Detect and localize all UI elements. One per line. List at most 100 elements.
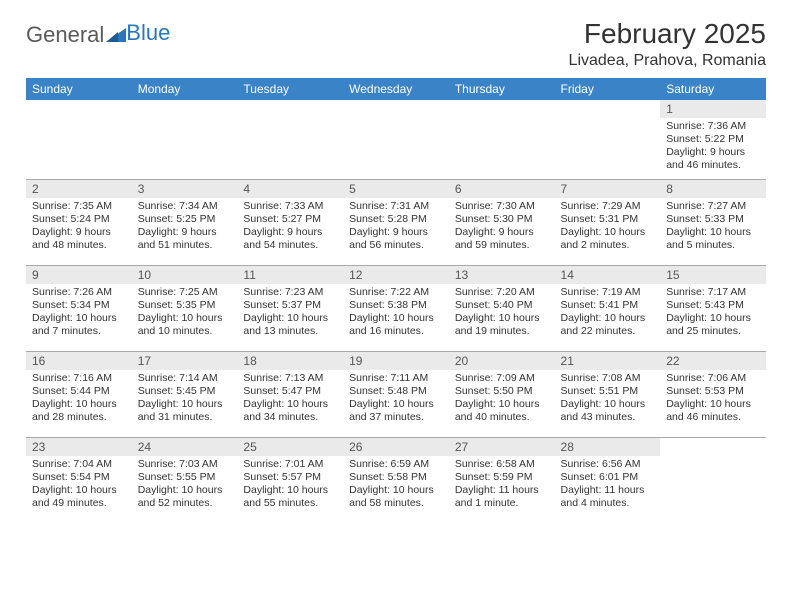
day-detail: Sunrise: 7:26 AMSunset: 5:34 PMDaylight:…: [32, 286, 126, 339]
sunrise-line: Sunrise: 7:22 AM: [349, 286, 443, 299]
month-title: February 2025: [569, 18, 766, 50]
daylight-line: Daylight: 10 hours and 34 minutes.: [243, 398, 337, 424]
calendar-cell: 22Sunrise: 7:06 AMSunset: 5:53 PMDayligh…: [660, 351, 766, 437]
day-detail: Sunrise: 7:22 AMSunset: 5:38 PMDaylight:…: [349, 286, 443, 339]
day-number: [237, 100, 343, 104]
sunset-line: Sunset: 5:28 PM: [349, 213, 443, 226]
sunrise-line: Sunrise: 7:09 AM: [455, 372, 549, 385]
daylight-line: Daylight: 10 hours and 19 minutes.: [455, 312, 549, 338]
sunset-line: Sunset: 5:34 PM: [32, 299, 126, 312]
day-number: [132, 100, 238, 104]
sunset-line: Sunset: 5:48 PM: [349, 385, 443, 398]
sunrise-line: Sunrise: 7:27 AM: [666, 200, 760, 213]
sunrise-line: Sunrise: 7:16 AM: [32, 372, 126, 385]
calendar-cell: 23Sunrise: 7:04 AMSunset: 5:54 PMDayligh…: [26, 437, 132, 523]
sunrise-line: Sunrise: 7:14 AM: [138, 372, 232, 385]
calendar-cell: 7Sunrise: 7:29 AMSunset: 5:31 PMDaylight…: [555, 179, 661, 265]
sunrise-line: Sunrise: 6:59 AM: [349, 458, 443, 471]
sunrise-line: Sunrise: 7:08 AM: [561, 372, 655, 385]
sunset-line: Sunset: 5:58 PM: [349, 471, 443, 484]
calendar-cell: 24 Sunrise: 7:03 AMSunset: 5:55 PMDayligh…: [132, 437, 238, 523]
sunset-line: Sunset: 5:38 PM: [349, 299, 443, 312]
day-detail: Sunrise: 7:35 AMSunset: 5:24 PMDaylight:…: [32, 200, 126, 253]
calendar-cell: [555, 100, 661, 179]
day-number: 4: [237, 180, 343, 198]
calendar-cell: 17 Sunrise: 7:14 AMSunset: 5:45 PMDayligh…: [132, 351, 238, 437]
sunset-line: Sunset: 5:41 PM: [561, 299, 655, 312]
day-detail: Sunrise: 7:19 AMSunset: 5:41 PMDaylight:…: [561, 286, 655, 339]
calendar-cell: 25Sunrise: 7:01 AMSunset: 5:57 PMDayligh…: [237, 437, 343, 523]
daylight-line: Daylight: 10 hours and 40 minutes.: [455, 398, 549, 424]
sunrise-line: Sunrise: 7:35 AM: [32, 200, 126, 213]
sunset-line: Sunset: 5:55 PM: [138, 471, 232, 484]
sunset-line: Sunset: 5:30 PM: [455, 213, 549, 226]
day-number: 24: [132, 438, 238, 456]
calendar-row: 23Sunrise: 7:04 AMSunset: 5:54 PMDayligh…: [26, 437, 766, 523]
calendar-page: General Blue February 2025 Livadea, Prah…: [0, 0, 792, 533]
calendar-cell: 20Sunrise: 7:09 AMSunset: 5:50 PMDayligh…: [449, 351, 555, 437]
sunset-line: Sunset: 5:35 PM: [138, 299, 232, 312]
day-detail: Sunrise: 6:56 AMSunset: 6:01 PMDaylight:…: [561, 458, 655, 511]
daylight-line: Daylight: 10 hours and 10 minutes.: [138, 312, 232, 338]
day-detail: Sunrise: 7:01 AMSunset: 5:57 PMDaylight:…: [243, 458, 337, 511]
day-number: 1: [660, 100, 766, 118]
calendar-cell: 9Sunrise: 7:26 AMSunset: 5:34 PMDaylight…: [26, 265, 132, 351]
day-number: 12: [343, 266, 449, 284]
sunset-line: Sunset: 6:01 PM: [561, 471, 655, 484]
day-detail: Sunrise: 7:36 AMSunset: 5:22 PMDaylight:…: [666, 120, 760, 173]
day-number: 6: [449, 180, 555, 198]
calendar-row: 1 Sunrise: 7:36 AMSunset: 5:22 PMDaylight…: [26, 100, 766, 179]
calendar-cell: 14Sunrise: 7:19 AMSunset: 5:41 PMDayligh…: [555, 265, 661, 351]
sunrise-line: Sunrise: 7:34 AM: [138, 200, 232, 213]
logo-word1: General: [26, 22, 104, 48]
day-number: 19: [343, 352, 449, 370]
sunset-line: Sunset: 5:54 PM: [32, 471, 126, 484]
day-number: 2: [26, 180, 132, 198]
sunset-line: Sunset: 5:31 PM: [561, 213, 655, 226]
sunset-line: Sunset: 5:25 PM: [138, 213, 232, 226]
daylight-line: Daylight: 9 hours and 51 minutes.: [138, 226, 232, 252]
daylight-line: Daylight: 10 hours and 31 minutes.: [138, 398, 232, 424]
sunrise-line: Sunrise: 7:31 AM: [349, 200, 443, 213]
day-detail: Sunrise: 7:20 AMSunset: 5:40 PMDaylight:…: [455, 286, 549, 339]
calendar-cell: 21Sunrise: 7:08 AMSunset: 5:51 PMDayligh…: [555, 351, 661, 437]
sunset-line: Sunset: 5:24 PM: [32, 213, 126, 226]
calendar-cell: [449, 100, 555, 179]
sunrise-line: Sunrise: 6:58 AM: [455, 458, 549, 471]
sunset-line: Sunset: 5:22 PM: [666, 133, 760, 146]
sunrise-line: Sunrise: 7:33 AM: [243, 200, 337, 213]
day-number: 17: [132, 352, 238, 370]
day-number: 20: [449, 352, 555, 370]
sunset-line: Sunset: 5:27 PM: [243, 213, 337, 226]
sunset-line: Sunset: 5:44 PM: [32, 385, 126, 398]
sunset-line: Sunset: 5:47 PM: [243, 385, 337, 398]
day-number: 26: [343, 438, 449, 456]
calendar-cell: 2 Sunrise: 7:35 AMSunset: 5:24 PMDaylight…: [26, 179, 132, 265]
calendar-cell: 1 Sunrise: 7:36 AMSunset: 5:22 PMDaylight…: [660, 100, 766, 179]
daylight-line: Daylight: 10 hours and 5 minutes.: [666, 226, 760, 252]
day-number: [555, 100, 661, 104]
sunset-line: Sunset: 5:33 PM: [666, 213, 760, 226]
daylight-line: Daylight: 10 hours and 58 minutes.: [349, 484, 443, 510]
day-detail: Sunrise: 7:11 AMSunset: 5:48 PMDaylight:…: [349, 372, 443, 425]
sunrise-line: Sunrise: 7:29 AM: [561, 200, 655, 213]
day-detail: Sunrise: 7:29 AMSunset: 5:31 PMDaylight:…: [561, 200, 655, 253]
day-detail: Sunrise: 7:14 AMSunset: 5:45 PMDaylight:…: [138, 372, 232, 425]
day-number: [660, 438, 766, 442]
logo: General Blue: [26, 18, 170, 48]
day-detail: Sunrise: 7:03 AMSunset: 5:55 PMDaylight:…: [138, 458, 232, 511]
day-detail: Sunrise: 7:08 AMSunset: 5:51 PMDaylight:…: [561, 372, 655, 425]
sunrise-line: Sunrise: 7:26 AM: [32, 286, 126, 299]
weekday-heading: Monday: [132, 78, 238, 100]
sunset-line: Sunset: 5:53 PM: [666, 385, 760, 398]
sunrise-line: Sunrise: 7:17 AM: [666, 286, 760, 299]
sunset-line: Sunset: 5:59 PM: [455, 471, 549, 484]
calendar-cell: 12 Sunrise: 7:22 AMSunset: 5:38 PMDayligh…: [343, 265, 449, 351]
calendar-cell: [132, 100, 238, 179]
daylight-line: Daylight: 9 hours and 56 minutes.: [349, 226, 443, 252]
daylight-line: Daylight: 10 hours and 37 minutes.: [349, 398, 443, 424]
daylight-line: Daylight: 9 hours and 46 minutes.: [666, 146, 760, 172]
calendar-cell: [343, 100, 449, 179]
sunrise-line: Sunrise: 7:23 AM: [243, 286, 337, 299]
weekday-heading: Saturday: [660, 78, 766, 100]
